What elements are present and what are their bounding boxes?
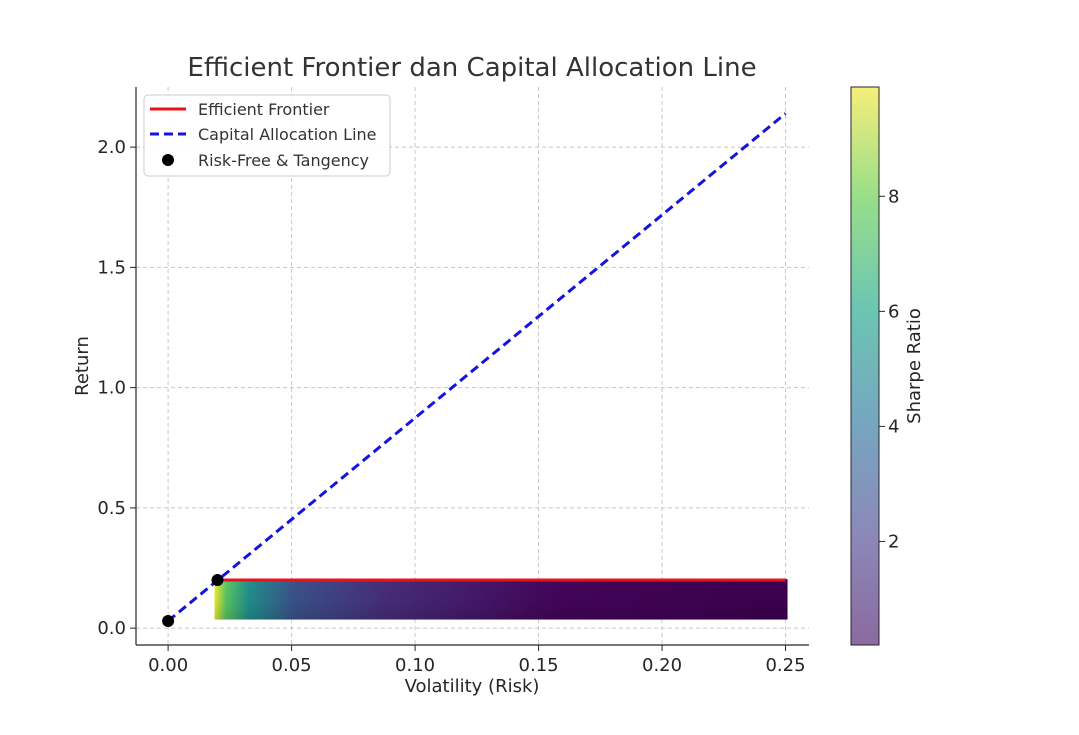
legend-label-capital-allocation-line: Capital Allocation Line — [198, 125, 377, 144]
series-line-1 — [167, 112, 787, 623]
series-point-2-0 — [162, 614, 175, 627]
y-tick-label-0: 0.0 — [97, 618, 126, 639]
colorbar-label: Sharpe Ratio — [904, 308, 925, 424]
x-tick-label-0: 0.00 — [148, 655, 188, 676]
legend-swatch-risk-free-tangency — [162, 154, 174, 166]
y-tick-label-4: 2.0 — [97, 137, 126, 158]
x-axis-ticks: 0.00 0.05 0.10 0.15 0.20 0.25 — [148, 645, 806, 676]
portfolio-cloud-shade — [214, 579, 788, 620]
x-tick-label-1: 0.05 — [272, 655, 312, 676]
colorbar-tick-label-2: 6 — [888, 301, 899, 322]
x-tick-label-4: 0.20 — [642, 655, 682, 676]
colorbar-tick-label-1: 4 — [888, 416, 899, 437]
y-tick-label-1: 0.5 — [97, 498, 126, 519]
legend-label-efficient-frontier: Efficient Frontier — [198, 100, 330, 119]
x-tick-label-3: 0.15 — [519, 655, 559, 676]
colorbar-tick-label-3: 8 — [888, 186, 899, 207]
legend: Efficient Frontier Capital Allocation Li… — [143, 94, 391, 177]
x-tick-label-2: 0.10 — [395, 655, 435, 676]
colorbar-ticks: 2 4 6 8 — [879, 186, 899, 552]
x-tick-label-5: 0.25 — [765, 655, 805, 676]
y-tick-label-3: 1.5 — [97, 257, 126, 278]
colorbar-gradient — [850, 86, 880, 646]
colorbar: 2 4 6 8 Sharpe Ratio — [850, 86, 925, 646]
portfolio-cloud — [214, 579, 788, 620]
y-tick-label-2: 1.0 — [97, 378, 126, 399]
grid — [136, 87, 809, 645]
chart-title: Efficient Frontier dan Capital Allocatio… — [187, 53, 756, 83]
legend-box — [143, 94, 391, 177]
series-layer — [162, 112, 787, 627]
y-axis-ticks: 0.0 0.5 1.0 1.5 2.0 — [97, 137, 136, 639]
series-point-2-1 — [211, 574, 224, 587]
colorbar-tick-label-0: 2 — [888, 531, 899, 552]
x-axis-label: Volatility (Risk) — [405, 676, 540, 697]
y-axis-label: Return — [72, 336, 93, 396]
legend-label-risk-free-tangency: Risk-Free & Tangency — [198, 151, 369, 170]
